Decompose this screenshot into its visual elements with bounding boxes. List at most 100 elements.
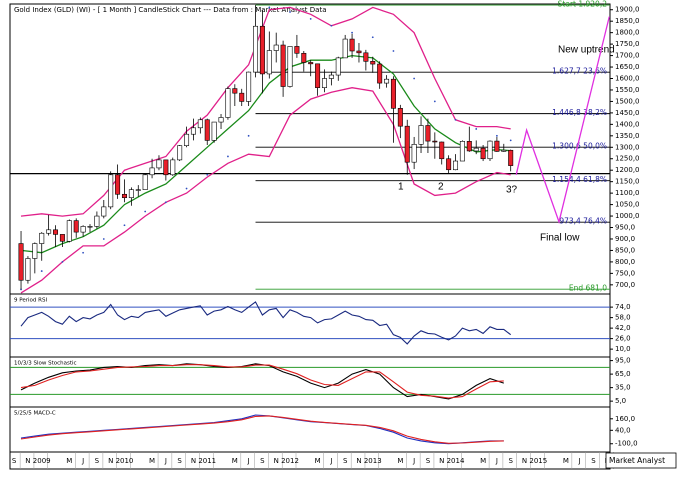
x-tick-label: M [315,457,321,465]
x-tick-label: S [95,457,100,465]
candle-body [411,144,417,163]
candle-body [508,149,514,166]
candle-body [294,46,300,54]
y-tick-label: 26,0 [615,335,631,343]
sar-dot [475,128,478,130]
y-tick-label: 1100,0 [615,189,640,197]
y-tick-label: 74,0 [615,303,631,311]
candle-body [204,119,210,141]
candle-body [18,243,24,281]
x-tick-label: 2011 [198,457,216,465]
candle-body [211,121,217,141]
x-tick-label: S [260,457,265,465]
candle-body [473,147,479,152]
annotation: 1 [398,182,404,193]
x-tick-label: S [343,457,348,465]
sar-dot [413,77,416,80]
level-label: 1.627,7 23,6% [552,67,607,76]
y-tick-label: 1550,0 [615,86,640,94]
candle-body [101,206,107,217]
candle-body [170,159,176,176]
candle-body [184,133,190,146]
source-box [605,452,677,469]
y-tick-label: 1200,0 [615,166,640,174]
y-tick-label: 42,0 [615,324,631,332]
sar-dot [509,139,512,142]
x-tick-label: N [191,457,196,465]
x-tick-label: S [508,457,513,465]
candle-body [315,63,321,88]
candle-body [328,74,334,79]
x-tick-label: J [329,457,332,465]
candle-body [342,38,348,59]
y-tick-label: 750,0 [615,269,635,277]
candle-body [487,140,493,160]
y-tick-label: 1500,0 [615,97,640,105]
level-label: 1.154,4 61,8% [552,175,607,184]
candle-body [142,174,148,190]
sar-dot [102,238,105,240]
sar-dot [268,6,271,9]
y-tick-label: 1250,0 [615,155,640,163]
candle-body [190,127,196,135]
y-tick-label: 1750,0 [615,40,640,48]
candle-body [135,189,141,191]
x-tick-label: M [66,457,72,465]
candle-body [287,46,293,87]
y-tick-label: 1450,0 [615,109,640,117]
candle-body [225,88,231,118]
candle-body [280,44,286,87]
annotation: New uptrend [558,45,615,56]
annotation: 2 [438,182,444,193]
y-tick-label: 1850,0 [615,17,640,25]
panel-title: 9 Period RSI [14,298,47,304]
candle-body [87,226,93,228]
x-tick-label: N [356,457,361,465]
candle-body [404,125,410,163]
level-label: End 681,0 [569,284,607,293]
y-tick-label: 1700,0 [615,52,640,60]
candle-body [197,119,203,129]
candle-body [335,57,341,76]
y-tick-label: -100,0 [615,440,638,448]
candle-body [321,78,327,88]
annotation: 3? [506,185,518,196]
sar-dot [330,24,333,27]
x-tick-label: 2015 [529,457,547,465]
indicator-line [20,87,511,294]
sar-dot [82,251,85,254]
sar-dot [309,18,312,20]
x-tick-label: J [247,457,250,465]
y-tick-label: 800,0 [615,258,635,266]
level-label: 1.300,6 50,0% [552,142,607,151]
y-tick-label: 1900,0 [615,6,640,14]
sar-dot [371,36,374,39]
y-tick-label: 1050,0 [615,201,640,209]
candle-body [239,92,245,102]
x-tick-label: 2014 [447,457,465,465]
candle-body [115,174,121,195]
candle-body [59,234,65,242]
y-tick-label: 850,0 [615,246,635,254]
chart-title: Gold Index (GLD) (WI) - [ 1 Month ] Cand… [14,6,327,14]
x-tick-label: 2009 [33,457,51,465]
candle-body [253,25,259,73]
x-tick-label: J [164,457,167,465]
candle-body [149,167,155,176]
candle-body [80,226,86,233]
sar-dot [433,100,436,103]
candle-body [446,158,452,171]
sar-dot [185,187,188,190]
candle-body [128,189,134,199]
candle-body [273,44,279,51]
candle-body [397,108,403,127]
indicator-line [20,54,511,254]
candle-body [390,78,396,109]
level-label: Start 1.920,2 [558,0,608,9]
x-tick-label: S [426,457,431,465]
x-tick-label: J [578,457,581,465]
candle-body [177,145,183,161]
y-tick-label: 950,0 [615,224,635,232]
panel-title: 10/3/3 Slow Stochastic [14,361,77,367]
